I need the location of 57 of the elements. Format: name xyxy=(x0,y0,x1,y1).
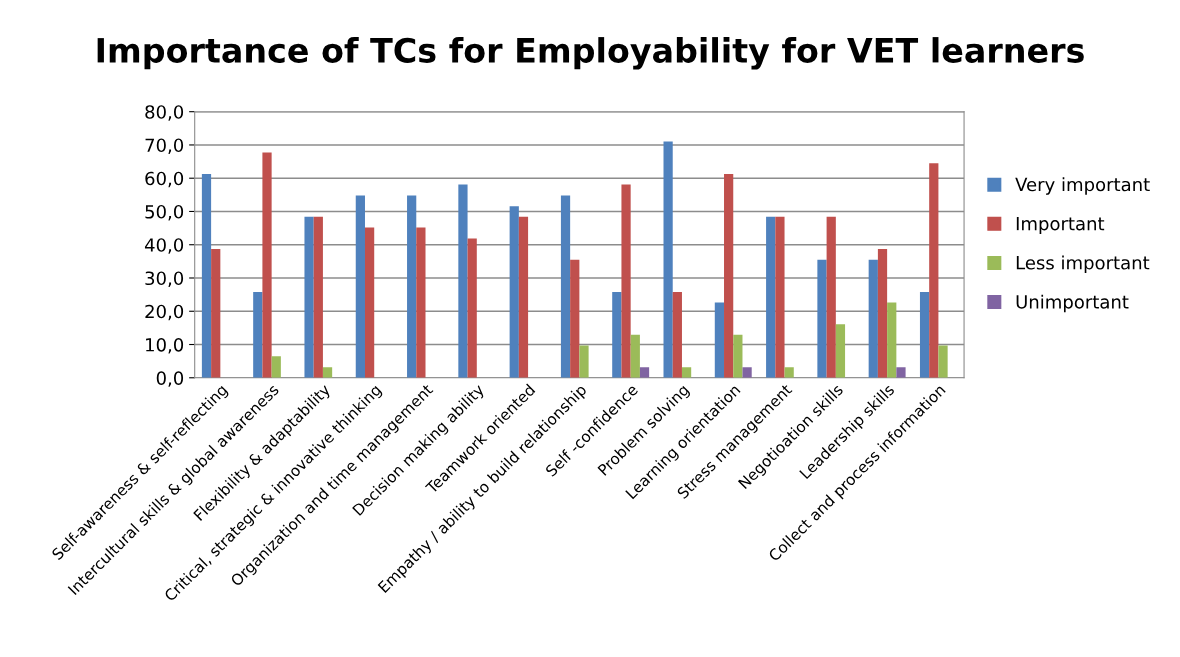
y-tick-label: 30,0 xyxy=(145,271,184,287)
chart-title: Importance of TCs for Employability for VET learners xyxy=(97,37,1084,70)
bar xyxy=(835,324,846,378)
bar xyxy=(253,291,263,378)
bar xyxy=(630,334,640,378)
bar xyxy=(416,227,426,378)
y-tick-label: 50,0 xyxy=(145,204,184,221)
bar xyxy=(742,367,752,378)
y-tick-label: 70,0 xyxy=(145,138,184,154)
bar xyxy=(724,173,734,378)
y-tick-label: 40,0 xyxy=(144,238,184,254)
bar xyxy=(919,291,930,378)
bar xyxy=(313,216,323,378)
bar xyxy=(322,367,333,378)
bar xyxy=(877,249,888,378)
bar xyxy=(467,238,477,378)
legend-label: Less important xyxy=(1016,255,1150,274)
bar xyxy=(817,259,827,378)
bar xyxy=(271,356,281,378)
y-tick-label: 10,0 xyxy=(146,337,184,354)
bar xyxy=(868,259,878,378)
y-tick-label: 20,0 xyxy=(145,304,184,321)
bar xyxy=(766,216,776,378)
bar xyxy=(639,367,650,378)
bar xyxy=(407,195,417,378)
bar xyxy=(355,195,365,378)
bar xyxy=(784,367,794,378)
bar xyxy=(262,152,272,378)
legend-label: Unimportant xyxy=(1016,294,1129,313)
bar xyxy=(826,216,836,378)
legend-label: Important xyxy=(1016,216,1105,234)
bar xyxy=(579,345,589,378)
bar xyxy=(733,334,743,378)
bar xyxy=(458,184,468,378)
bar xyxy=(775,216,785,378)
bar xyxy=(509,206,519,378)
bar xyxy=(672,291,682,378)
bar xyxy=(518,216,529,378)
bar xyxy=(896,367,906,378)
bar xyxy=(887,302,897,378)
bar xyxy=(663,141,673,378)
bar xyxy=(364,227,375,378)
bar xyxy=(211,249,221,378)
bar xyxy=(681,367,692,378)
bar xyxy=(201,173,212,378)
bar xyxy=(304,216,314,378)
y-tick-label: 0,0 xyxy=(156,371,184,387)
bar xyxy=(621,184,631,378)
bar xyxy=(938,345,948,378)
legend-label: Very important xyxy=(1015,177,1150,195)
y-tick-label: 80,0 xyxy=(145,105,184,121)
bar xyxy=(560,195,571,378)
bar xyxy=(714,302,725,378)
bar xyxy=(570,259,580,378)
bar xyxy=(929,163,939,378)
bar xyxy=(612,291,622,378)
y-tick-label: 60,0 xyxy=(145,171,184,188)
